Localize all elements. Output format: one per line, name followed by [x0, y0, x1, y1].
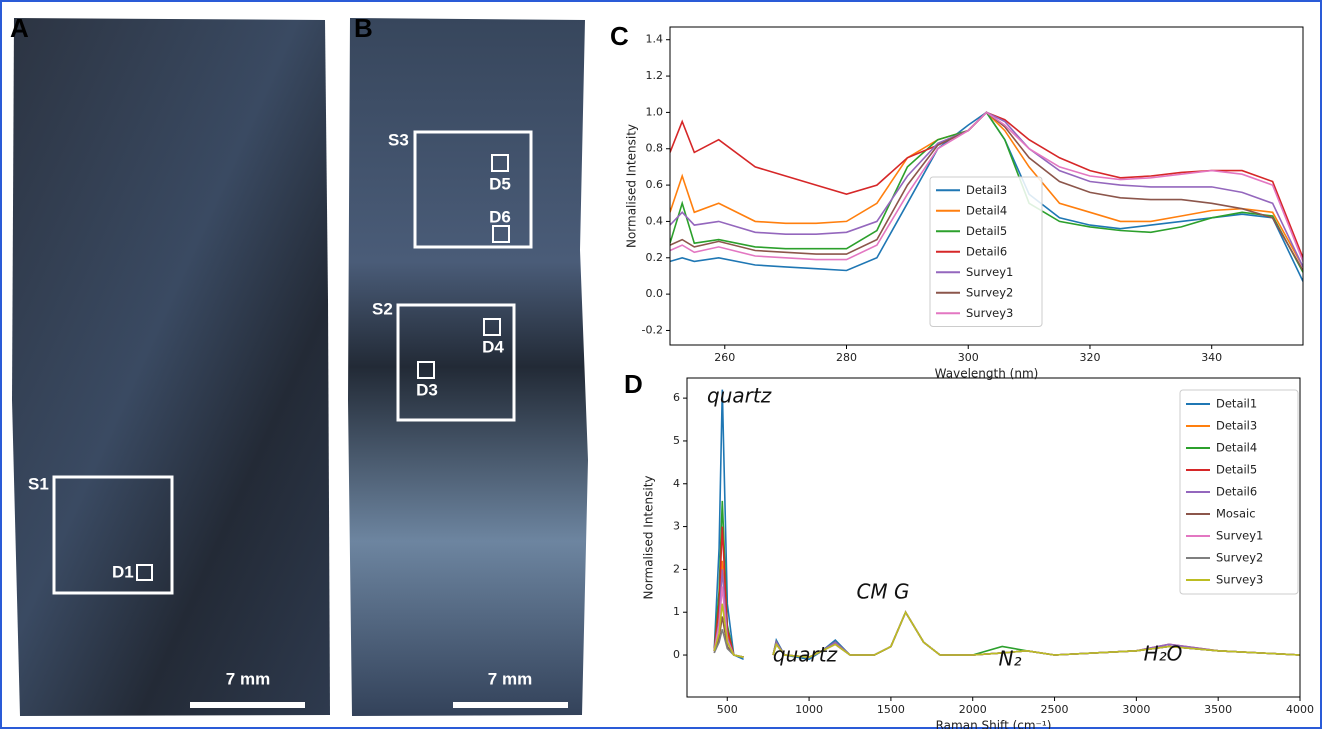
region-label: S3	[388, 130, 409, 149]
region-label: D5	[489, 174, 511, 193]
y-tick-label: 1.2	[646, 69, 664, 82]
region-box	[491, 154, 509, 172]
legend-label: Survey2	[1216, 551, 1263, 565]
y-tick-label: -0.2	[642, 323, 663, 336]
legend-label: Survey1	[1216, 529, 1263, 543]
legend-label: Detail5	[966, 224, 1007, 238]
legend-label: Detail6	[966, 244, 1007, 258]
legend-label: Survey3	[966, 306, 1013, 320]
annotation: quartz	[773, 643, 838, 667]
legend-label: Survey3	[1216, 573, 1263, 587]
region-label: D4	[482, 337, 504, 356]
region-label: S1	[28, 474, 49, 493]
region-box	[417, 361, 435, 379]
x-tick-label: 2000	[959, 703, 987, 716]
photo-b: B S3 D5 D6 S2 D4 D3 7 mm	[348, 13, 588, 716]
x-tick-label: 300	[958, 351, 979, 364]
region-box	[136, 564, 153, 581]
x-tick-label: 1500	[877, 703, 905, 716]
y-tick-label: 5	[673, 434, 680, 447]
x-tick-label: 500	[717, 703, 738, 716]
y-axis-label: Normalised Intensity	[642, 475, 656, 599]
scale-label: 7 mm	[488, 669, 532, 688]
x-tick-label: 4000	[1286, 703, 1314, 716]
series-line	[670, 111, 1303, 282]
y-tick-label: 0.0	[646, 287, 664, 300]
y-tick-label: 0.8	[646, 142, 664, 155]
panel-letter: D	[624, 369, 643, 399]
x-tick-label: 320	[1079, 351, 1100, 364]
panel-letter: C	[610, 21, 629, 51]
x-tick-label: 3500	[1204, 703, 1232, 716]
legend-label: Detail5	[1216, 463, 1257, 477]
annotation: H₂O	[1144, 642, 1183, 666]
legend-box	[1179, 389, 1299, 595]
legend-label: Mosaic	[1216, 507, 1256, 521]
legend-label: Detail6	[1216, 485, 1257, 499]
y-tick-label: 1	[673, 605, 680, 618]
rock-a	[12, 18, 330, 716]
rock-b	[348, 18, 588, 716]
x-tick-label: 340	[1201, 351, 1222, 364]
x-tick-label: 1000	[795, 703, 823, 716]
region-label: S2	[372, 299, 393, 318]
legend-label: Survey2	[966, 285, 1013, 299]
x-tick-label: 260	[714, 351, 735, 364]
region-box	[483, 318, 501, 336]
y-tick-label: 0.2	[646, 251, 664, 264]
x-tick-label: 280	[836, 351, 857, 364]
legend-label: Detail4	[1216, 441, 1257, 455]
y-tick-label: 0.6	[646, 178, 664, 191]
x-axis-label: Raman Shift (cm⁻¹)	[936, 719, 1052, 730]
y-tick-label: 1.4	[646, 33, 664, 46]
region-box	[413, 130, 533, 249]
y-tick-label: 0	[673, 648, 680, 661]
y-tick-label: 6	[673, 391, 680, 404]
y-tick-label: 2	[673, 562, 680, 575]
region-box	[52, 475, 174, 595]
series-line	[670, 111, 1303, 262]
x-axis-label: Wavelength (nm)	[935, 367, 1039, 381]
legend-label: Detail3	[1216, 419, 1257, 433]
y-tick-label: 4	[673, 477, 680, 490]
scale-label: 7 mm	[226, 669, 270, 688]
series-line	[713, 603, 1300, 659]
region-label: D3	[416, 380, 438, 399]
region-label: D6	[489, 207, 511, 226]
legend-label: Survey1	[966, 265, 1013, 279]
plot-frame	[686, 377, 1301, 698]
legend-label: Detail4	[966, 203, 1007, 217]
annotation: quartz	[707, 384, 772, 408]
region-box	[492, 225, 510, 243]
legend-box	[929, 176, 1043, 327]
region-box	[396, 303, 516, 422]
annotation: N₂	[999, 647, 1022, 671]
y-axis-label: Normalised Intensity	[625, 124, 639, 248]
photo-a: A S1 D1 7 mm	[10, 13, 330, 716]
panel-letter: B	[354, 13, 373, 43]
panel-letter: A	[10, 13, 29, 43]
y-tick-label: 0.4	[646, 214, 664, 227]
y-tick-label: 1.0	[646, 105, 664, 118]
legend-label: Detail1	[1216, 397, 1257, 411]
y-tick-label: 3	[673, 520, 680, 533]
region-label: D1	[112, 562, 134, 581]
x-tick-label: 2500	[1041, 703, 1069, 716]
annotation: CM G	[856, 580, 909, 604]
plot-frame	[669, 26, 1304, 346]
legend-label: Detail3	[966, 183, 1007, 197]
x-tick-label: 3000	[1122, 703, 1150, 716]
